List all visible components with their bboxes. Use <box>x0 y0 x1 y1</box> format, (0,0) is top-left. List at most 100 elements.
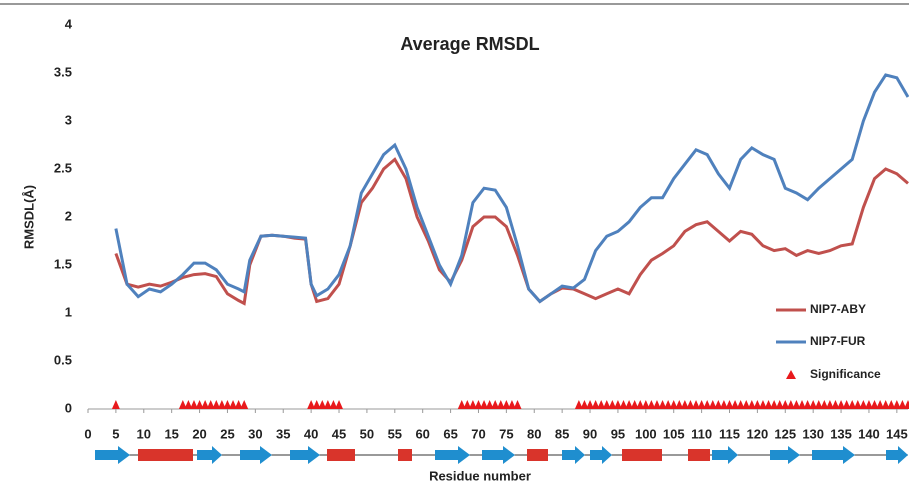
significance-marker <box>240 400 249 409</box>
y-axis-label: RMSDL(Å) <box>21 185 36 249</box>
significance-marker <box>664 400 673 409</box>
significance-marker <box>474 400 483 409</box>
significance-marker <box>647 400 656 409</box>
significance-marker <box>457 400 466 409</box>
significance-marker <box>669 400 678 409</box>
x-tick-label: 10 <box>137 426 151 441</box>
x-tick-label: 5 <box>112 426 119 441</box>
significance-marker <box>496 400 505 409</box>
significance-marker <box>887 400 896 409</box>
significance-marker <box>770 400 779 409</box>
significance-marker <box>775 400 784 409</box>
significance-marker <box>630 400 639 409</box>
x-tick-label: 120 <box>747 426 769 441</box>
significance-marker <box>742 400 751 409</box>
significance-marker <box>491 400 500 409</box>
significance-marker <box>680 400 689 409</box>
x-tick-label: 70 <box>471 426 485 441</box>
x-tick-label: 130 <box>802 426 824 441</box>
x-tick-label: 115 <box>719 426 740 441</box>
y-tick-label: 3.5 <box>54 64 72 79</box>
significance-marker <box>591 400 600 409</box>
significance-marker <box>641 400 650 409</box>
x-axis-label: Residue number <box>429 468 531 483</box>
significance-marker <box>798 400 807 409</box>
significance-marker <box>814 400 823 409</box>
x-tick-label: 95 <box>611 426 625 441</box>
significance-marker <box>580 400 589 409</box>
significance-marker <box>636 400 645 409</box>
x-tick-label: 25 <box>220 426 234 441</box>
significance-marker <box>831 400 840 409</box>
significance-marker <box>837 400 846 409</box>
significance-marker <box>697 400 706 409</box>
x-tick-label: 15 <box>164 426 178 441</box>
significance-marker <box>178 400 187 409</box>
legend-label: Significance <box>810 367 881 381</box>
significance-marker <box>652 400 661 409</box>
x-tick-label: 100 <box>635 426 657 441</box>
significance-marker <box>725 400 734 409</box>
x-tick-label: 110 <box>691 426 712 441</box>
significance-marker <box>217 400 226 409</box>
significance-marker <box>864 400 873 409</box>
significance-marker <box>502 400 511 409</box>
y-tick-label: 2 <box>65 208 72 223</box>
x-tick-label: 145 <box>886 426 908 441</box>
significance-marker <box>586 400 595 409</box>
significance-marker <box>881 400 890 409</box>
x-tick-label: 50 <box>360 426 374 441</box>
x-tick-label: 140 <box>858 426 880 441</box>
significance-marker <box>597 400 606 409</box>
significance-marker <box>463 400 472 409</box>
significance-marker <box>485 400 494 409</box>
x-tick-label: 125 <box>774 426 796 441</box>
significance-marker <box>184 400 193 409</box>
x-tick-label: 80 <box>527 426 541 441</box>
significance-marker <box>312 400 321 409</box>
chart-title: Average RMSDL <box>400 34 539 54</box>
significance-marker <box>825 400 834 409</box>
series-line <box>114 73 909 304</box>
x-tick-label: 75 <box>499 426 513 441</box>
significance-marker <box>323 400 332 409</box>
significance-marker <box>870 400 879 409</box>
significance-marker <box>853 400 862 409</box>
significance-marker <box>619 400 628 409</box>
significance-marker <box>809 400 818 409</box>
legend-label: NIP7-ABY <box>810 302 866 316</box>
significance-marker <box>692 400 701 409</box>
significance-marker <box>234 400 243 409</box>
x-tick-label: 0 <box>84 426 91 441</box>
x-tick-label: 90 <box>583 426 597 441</box>
y-tick-label: 3 <box>65 112 72 127</box>
x-tick-label: 30 <box>248 426 262 441</box>
significance-marker <box>747 400 756 409</box>
y-tick-label: 1 <box>65 304 72 319</box>
significance-marker <box>206 400 215 409</box>
x-tick-label: 60 <box>415 426 429 441</box>
significance-marker <box>731 400 740 409</box>
significance-marker <box>602 400 611 409</box>
y-tick-label: 0 <box>65 400 72 415</box>
significance-marker <box>468 400 477 409</box>
significance-marker <box>714 400 723 409</box>
significance-marker <box>803 400 812 409</box>
significance-marker <box>719 400 728 409</box>
significance-marker <box>675 400 684 409</box>
y-tick-label: 0.5 <box>54 352 72 367</box>
significance-marker <box>307 400 316 409</box>
significance-marker <box>608 400 617 409</box>
x-tick-label: 55 <box>388 426 402 441</box>
y-tick-label: 1.5 <box>54 256 72 271</box>
significance-marker <box>736 400 745 409</box>
legend-swatch <box>786 370 796 379</box>
significance-marker <box>786 400 795 409</box>
significance-marker <box>892 400 901 409</box>
significance-marker <box>758 400 767 409</box>
significance-marker <box>613 400 622 409</box>
significance-marker <box>820 400 829 409</box>
significance-marker <box>513 400 522 409</box>
significance-marker <box>335 400 344 409</box>
